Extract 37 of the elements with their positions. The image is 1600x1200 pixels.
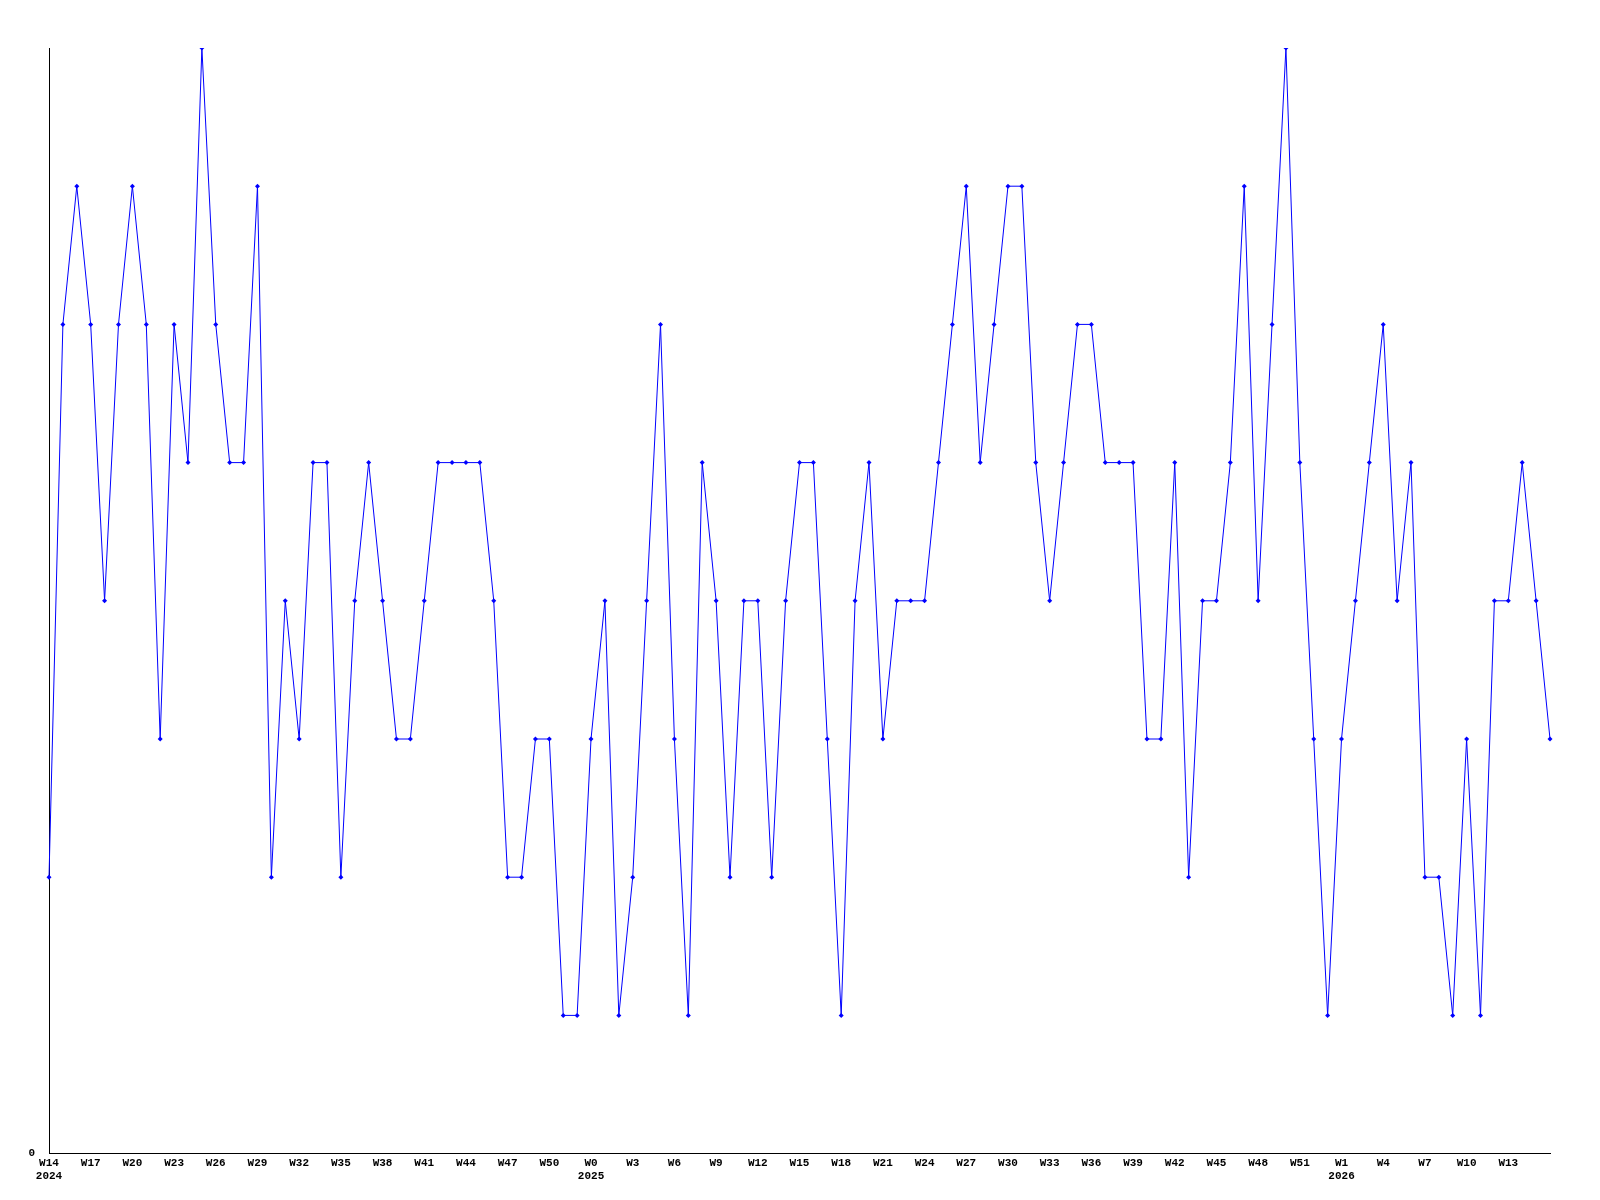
x-tick-label: W9	[709, 1156, 723, 1169]
x-tick-label: W15	[789, 1156, 810, 1169]
x-tick-label: W20	[122, 1156, 143, 1169]
x-tick-label: W1 2026	[1328, 1156, 1355, 1183]
x-tick-label: W17	[80, 1156, 101, 1169]
x-tick-label: W13	[1498, 1156, 1519, 1169]
x-tick-label: W29	[247, 1156, 268, 1169]
x-tick-label: W23	[164, 1156, 185, 1169]
x-tick-label: W45	[1206, 1156, 1227, 1169]
x-tick-label: W21	[872, 1156, 894, 1169]
x-tick-label: W32	[289, 1156, 310, 1169]
x-tick-label: W38	[372, 1156, 393, 1169]
x-tick-label: W39	[1123, 1156, 1143, 1169]
x-tick-label: W27	[956, 1156, 977, 1169]
text: 0	[28, 1147, 35, 1160]
x-tick-label: W41	[414, 1156, 435, 1169]
x-tick-label: W35	[330, 1156, 352, 1169]
x-tick-label: W18	[831, 1156, 852, 1169]
x-tick-label: W36	[1081, 1156, 1102, 1169]
x-tick-label: W10	[1456, 1156, 1477, 1169]
x-tick-label: W50	[539, 1156, 560, 1169]
x-tick-label: W4	[1376, 1156, 1391, 1169]
x-tick-label: W6	[667, 1156, 682, 1169]
x-tick-label: W30	[998, 1156, 1018, 1169]
x-tick-label: W48	[1248, 1156, 1269, 1169]
x-tick-label: W0 2025	[577, 1156, 605, 1183]
x-tick-label: W44	[456, 1156, 477, 1169]
x-tick-label: W26	[205, 1156, 226, 1169]
x-tick-label: W47	[497, 1156, 518, 1169]
x-tick-label: W14 2024	[35, 1156, 63, 1183]
x-tick-label: W51	[1289, 1156, 1311, 1169]
x-tick-label: W12	[747, 1156, 768, 1169]
x-tick-label: W42	[1164, 1156, 1185, 1169]
x-tick-label: W24	[914, 1156, 935, 1169]
x-tick-label: W33	[1039, 1156, 1060, 1169]
x-tick-label: W7	[1418, 1156, 1432, 1169]
x-tick-label: W3	[626, 1156, 640, 1169]
